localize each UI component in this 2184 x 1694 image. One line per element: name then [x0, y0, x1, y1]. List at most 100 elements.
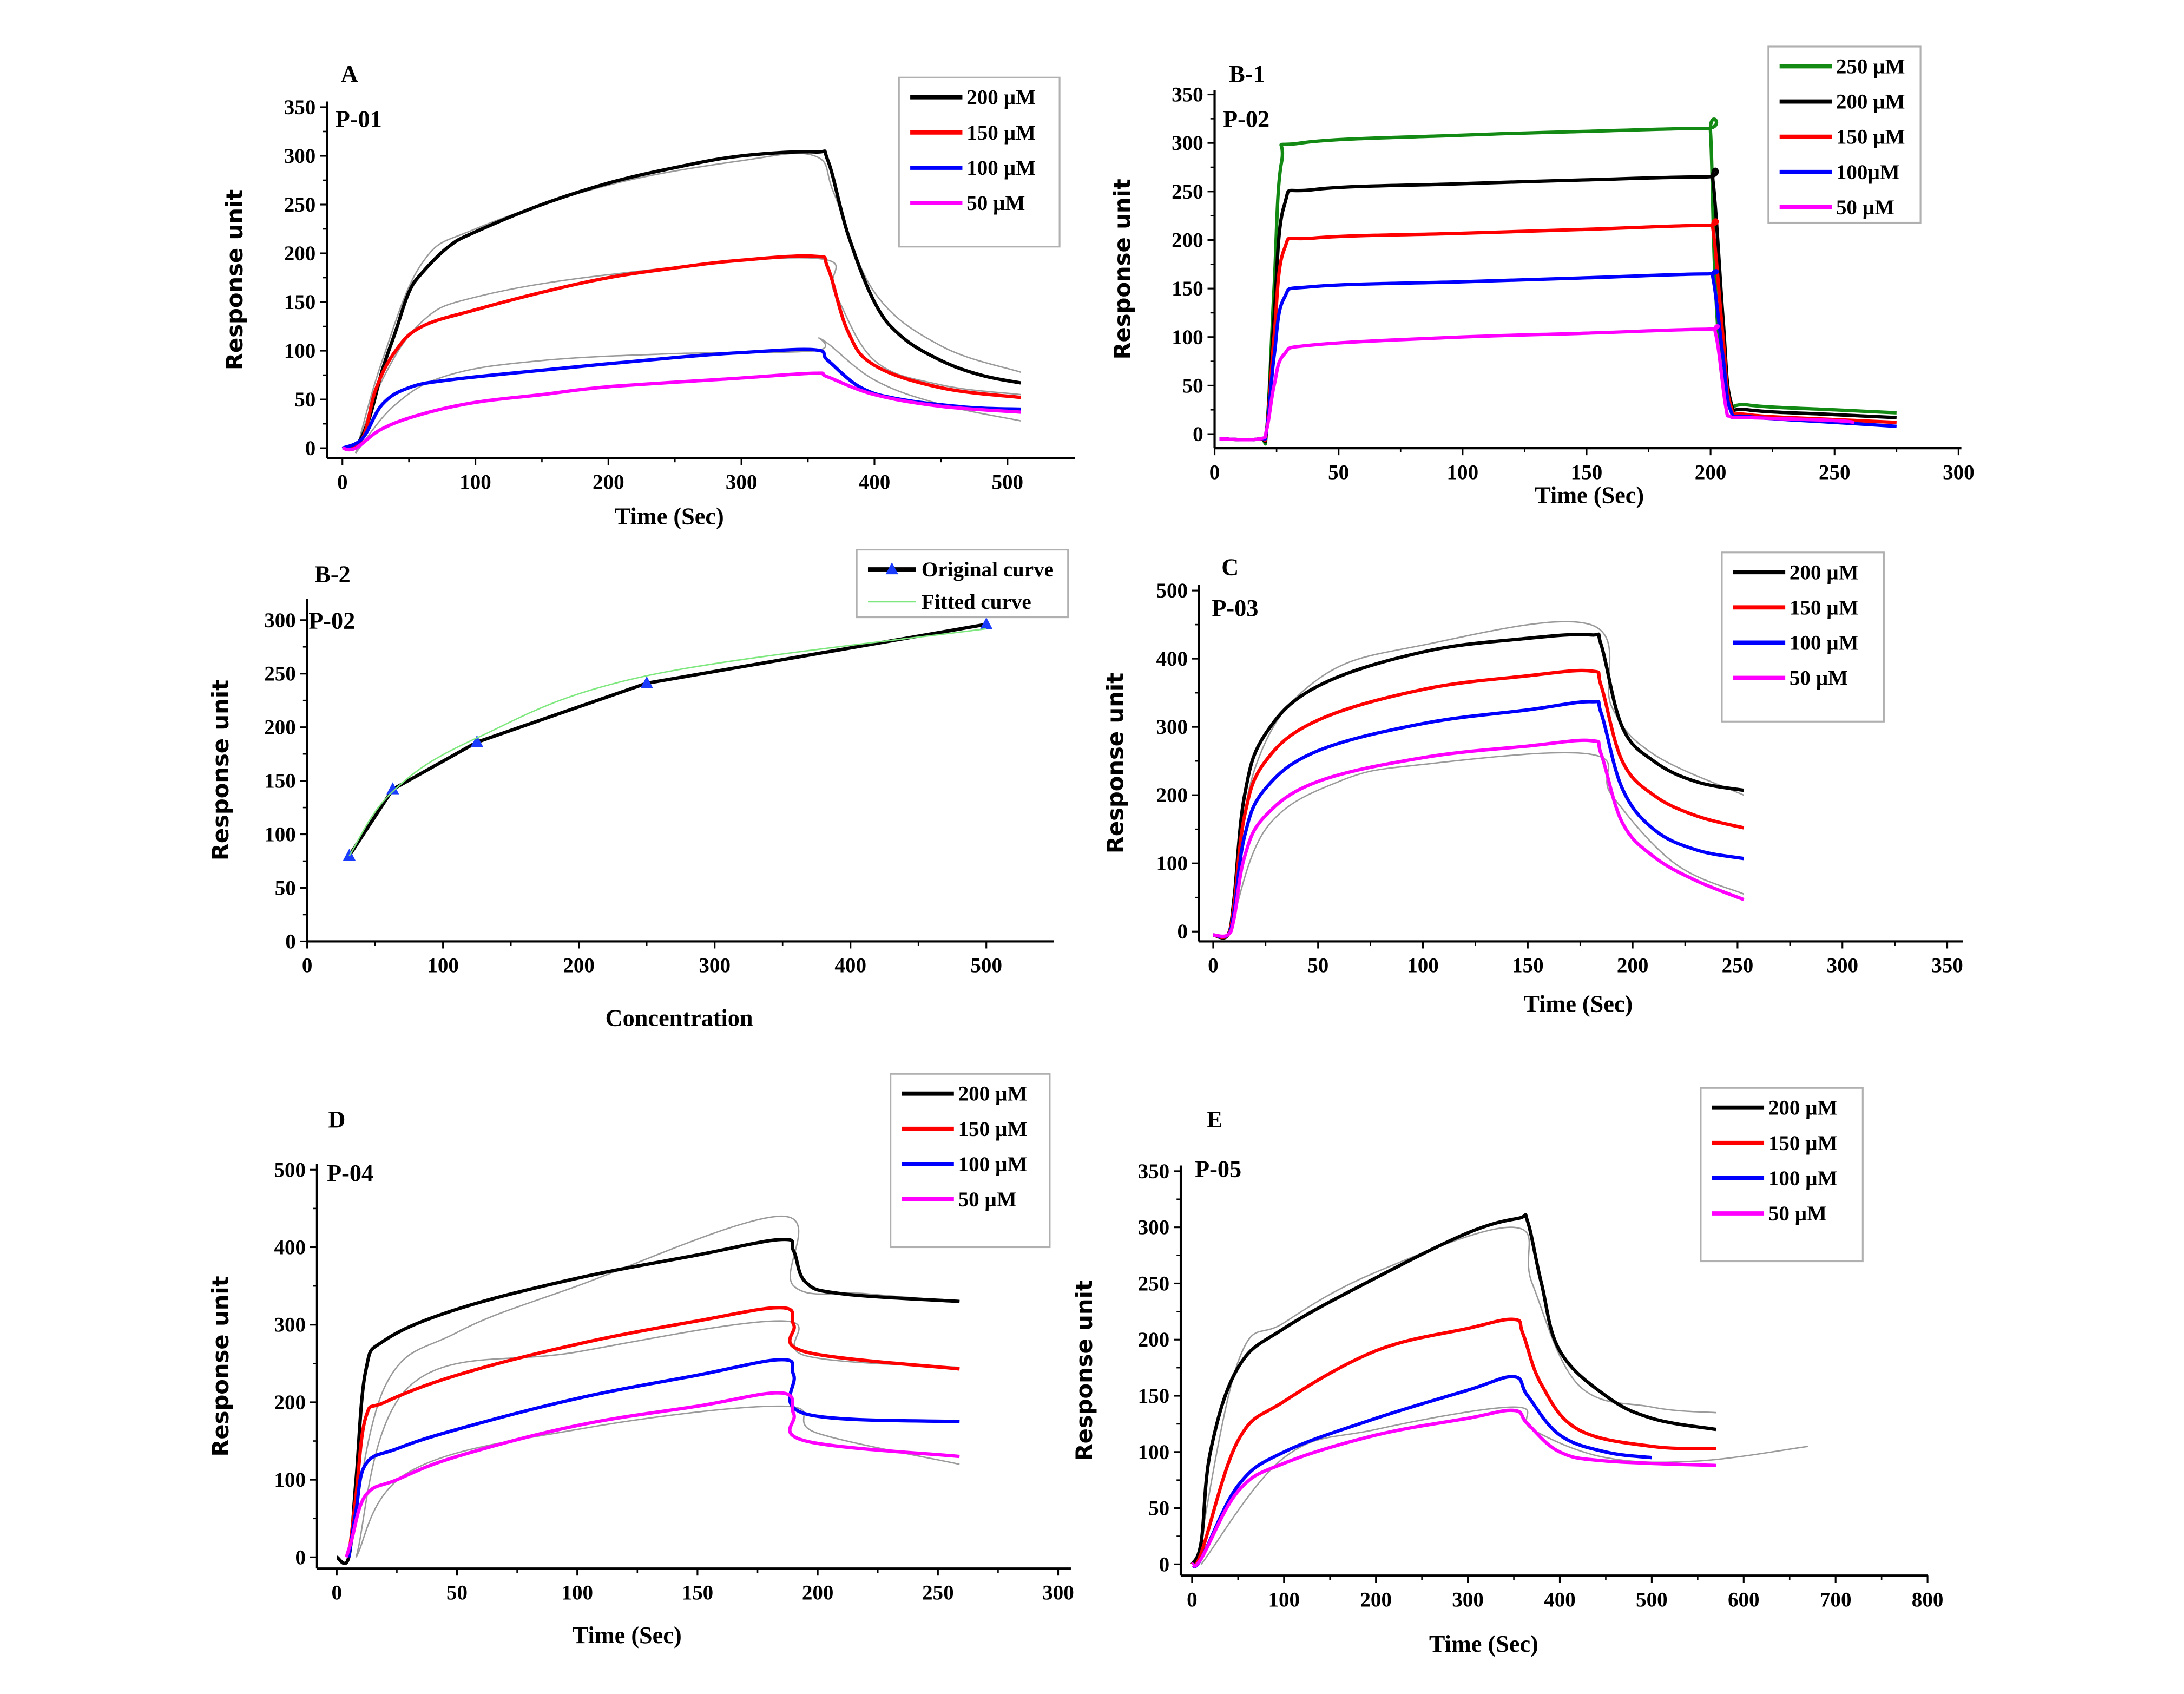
x-tick-label: 800: [1912, 1588, 1944, 1611]
panel-title: P-02: [308, 607, 355, 634]
data-point-marker: [386, 782, 399, 795]
y-tick-label: 150: [264, 770, 296, 793]
x-tick-label: 150: [1512, 954, 1544, 977]
y-tick-label: 50: [1148, 1497, 1169, 1520]
legend: 200 µM 150 µM 100 µM 50 µM: [1700, 1087, 1864, 1263]
x-axis-label: Time (Sec): [573, 1622, 682, 1649]
legend-label: 200 µM: [966, 86, 1036, 109]
x-tick-label: 100: [427, 954, 459, 977]
fit-curve: [355, 1405, 960, 1558]
x-tick-label: 100: [1407, 954, 1439, 977]
x-tick-label: 500: [991, 471, 1023, 494]
legend: Original curve Fitted curve: [856, 549, 1069, 619]
panel-label: B-1: [1229, 61, 1265, 87]
legend: 200 µM 150 µM 100 µM 50 µM: [898, 76, 1061, 248]
series-line-100-m: [347, 1358, 960, 1558]
y-tick-label: 200: [274, 1391, 306, 1414]
x-tick-label: 50: [446, 1581, 468, 1604]
y-tick-label: 0: [295, 1546, 306, 1569]
series-line-150-m: [1190, 1317, 1716, 1568]
panel-title: P-02: [1223, 106, 1269, 132]
y-tick-label: 200: [1156, 784, 1188, 807]
y-tick-label: 100: [274, 1468, 306, 1492]
x-tick-label: 600: [1728, 1588, 1760, 1611]
y-axis-label: Response unit: [221, 189, 248, 370]
legend-label: 150 µM: [1836, 126, 1905, 149]
x-tick-label: 0: [1209, 461, 1220, 484]
y-tick-label: 500: [274, 1158, 306, 1181]
x-tick-label: 300: [1042, 1581, 1074, 1604]
legend-box: [1700, 1087, 1864, 1263]
panel-label: C: [1221, 554, 1239, 580]
x-tick-label: 250: [1722, 954, 1754, 977]
chart-panel-b1: 0 50 100 150 200 250 300 0 50 100 150 200 250 300 350 B…: [1109, 45, 1975, 509]
legend-label: Fitted curve: [922, 590, 1031, 614]
x-tick-label: 200: [1695, 461, 1727, 484]
panel-title: P-04: [327, 1160, 373, 1186]
series-line-100-m: [341, 347, 1021, 450]
y-tick-label: 100: [1156, 852, 1188, 875]
x-tick-label: 300: [726, 471, 758, 494]
legend-marker: [885, 562, 898, 575]
x-tick-label: 100: [459, 471, 491, 494]
panel-label: B-2: [314, 561, 350, 587]
x-tick-label: 300: [1943, 461, 1975, 484]
x-axis-label: Time (Sec): [1429, 1631, 1538, 1657]
legend-label: 50 µM: [1768, 1202, 1827, 1225]
y-tick-label: 300: [264, 609, 296, 632]
y-tick-label: 150: [1172, 277, 1203, 300]
y-tick-label: 500: [1156, 579, 1188, 602]
legend-label: 100 µM: [1790, 631, 1859, 654]
legend-box: [856, 549, 1069, 619]
x-tick-label: 200: [593, 471, 624, 494]
legend-label: Original curve: [922, 558, 1054, 581]
fit-curve: [1200, 1406, 1808, 1565]
legend-box: [898, 76, 1061, 248]
y-tick-label: 100: [264, 823, 296, 846]
series-line-150-m: [347, 1306, 960, 1558]
x-tick-label: 100: [1268, 1588, 1300, 1611]
x-tick-label: 150: [1571, 461, 1603, 484]
x-axis-label: Concentration: [606, 1005, 753, 1032]
series-line-150-m: [341, 254, 1021, 450]
data-point-marker: [470, 735, 484, 747]
legend-label: 100 µM: [1768, 1167, 1838, 1190]
chart-panel-e: 0 100 200 300 400 500 600 700 800 0 50 100 150 200 250…: [1071, 1087, 1944, 1657]
y-tick-label: 50: [294, 388, 315, 411]
legend-label: 150 µM: [1768, 1132, 1838, 1155]
y-tick-label: 250: [1172, 180, 1203, 203]
legend-label: 150 µM: [958, 1118, 1028, 1141]
series-line-150-m: [1213, 668, 1745, 940]
panel-title: P-05: [1195, 1155, 1241, 1182]
panel-title: P-01: [336, 106, 382, 132]
y-tick-label: 300: [1156, 715, 1188, 739]
x-tick-label: 50: [1328, 461, 1349, 484]
x-axis-label: Time (Sec): [1523, 991, 1633, 1017]
panel-title: P-03: [1212, 595, 1258, 621]
fit-curve: [348, 1215, 960, 1558]
fit-curve: [1196, 1226, 1716, 1565]
series-line-100-m: [1190, 1375, 1652, 1568]
x-tick-label: 100: [1447, 461, 1479, 484]
x-tick-label: 350: [1931, 954, 1963, 977]
data-point-marker: [640, 676, 653, 688]
y-tick-label: 200: [264, 716, 296, 739]
series-line-200-m: [336, 1237, 960, 1565]
x-tick-label: 150: [682, 1581, 714, 1604]
legend-label: 200 µM: [1768, 1096, 1838, 1120]
legend-label: 250 µM: [1836, 55, 1905, 78]
y-tick-label: 0: [285, 930, 296, 953]
panel-label: E: [1207, 1106, 1223, 1133]
x-tick-label: 100: [561, 1581, 593, 1604]
legend-box: [890, 1073, 1051, 1249]
x-tick-label: 200: [802, 1581, 834, 1604]
series-line-50-m: [1219, 324, 1855, 442]
y-tick-label: 250: [264, 662, 296, 686]
series-line-50-m: [1213, 738, 1745, 938]
chart-panel-d: 0 50 100 150 200 250 300 0 100 200 300 400 500 D P-04 R…: [207, 1073, 1074, 1649]
series-line-fitted-curve: [348, 628, 986, 856]
series-line-200-m: [1190, 1213, 1716, 1565]
series-line-50-m: [345, 1391, 960, 1558]
fit-curve: [1229, 621, 1745, 932]
